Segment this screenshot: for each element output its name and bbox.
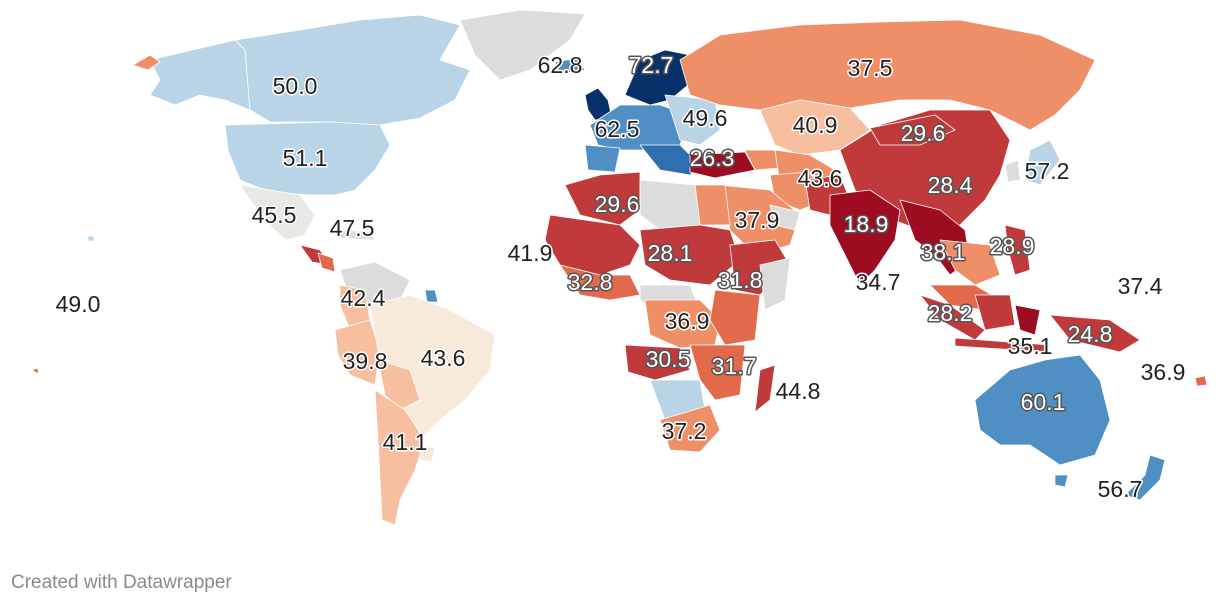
value-label-papua: 24.8 [1068,321,1113,347]
region-somalia [760,258,790,310]
region-canada [235,15,470,125]
region-central-america-2 [318,253,335,272]
region-tasmania [1055,475,1068,487]
value-label-central-asia: 43.6 [798,165,843,191]
value-label-japan: 57.2 [1025,158,1070,184]
value-label-australia: 60.1 [1021,389,1066,415]
region-libya [640,180,700,230]
value-label-india: 18.9 [844,211,889,237]
value-label-turkey: 26.3 [690,145,735,171]
value-label-east-africa: 31.8 [718,267,763,293]
value-label-malaysia: 28.2 [928,300,973,326]
region-alaska [150,40,250,110]
region-hawaii-dot [88,236,94,241]
value-label-peru: 39.8 [343,348,388,374]
value-label-west-africa-sahel: 29.6 [595,191,640,217]
region-korea [1005,160,1020,182]
value-label-southeast-asia: 38.1 [921,239,966,265]
land-shapes [32,10,1207,525]
value-label-colombia: 42.4 [341,285,386,311]
region-pacific-dot [32,368,38,374]
value-label-mexico: 45.5 [252,202,297,228]
value-label-canada: 50.0 [273,73,318,99]
value-label-new-zealand: 56.7 [1098,476,1143,502]
value-label-brazil: 43.6 [421,345,466,371]
value-label-congo: 36.9 [665,308,710,334]
world-choropleth-map: 50.0 51.1 45.5 47.5 49.0 42.4 39.8 43.6 41.1 62.8… [0,0,1220,560]
value-label-china: 29.6 [901,120,946,146]
value-label-saudi-arabia: 37.9 [735,207,780,233]
region-east-africa [710,290,760,345]
value-label-angola: 30.5 [646,346,691,372]
value-label-sri-lanka-area: 34.7 [856,269,901,295]
value-label-russia: 37.5 [848,55,893,81]
region-fiji [1195,376,1207,386]
value-label-mozambique: 31.7 [712,353,757,379]
value-label-chad: 28.1 [648,240,693,266]
value-label-pacific-micronesia: 37.4 [1118,273,1163,299]
value-label-philippines: 28.9 [990,233,1035,259]
datawrapper-credit: Created with Datawrapper [11,572,232,594]
value-label-kazakhstan: 40.9 [793,112,838,138]
value-label-indonesia: 35.1 [1008,333,1053,359]
region-sulawesi [1015,305,1040,335]
value-label-west-africa-coast: 32.8 [568,269,613,295]
region-borneo [975,295,1015,330]
value-label-pacific-hawaii: 49.0 [56,291,101,317]
value-label-caribbean: 47.5 [330,215,375,241]
region-sahel-west [545,215,640,275]
value-label-argentina: 41.1 [383,429,428,455]
value-label-western-europe: 62.5 [595,116,640,142]
value-label-china-east: 28.4 [928,172,973,198]
region-madagascar [755,365,775,412]
region-egypt-levant [695,185,730,225]
value-label-usa: 51.1 [283,145,328,171]
value-label-south-africa: 37.2 [662,418,707,444]
region-iberia [585,145,620,172]
value-label-scandinavia: 72.7 [629,52,674,78]
value-label-madagascar: 44.8 [776,378,821,404]
value-label-senegal: 41.9 [508,240,553,266]
value-label-eastern-europe: 49.6 [683,105,728,131]
value-label-iceland: 62.8 [538,52,583,78]
value-label-pacific-fiji: 36.9 [1141,359,1186,385]
region-guyana [425,290,438,302]
